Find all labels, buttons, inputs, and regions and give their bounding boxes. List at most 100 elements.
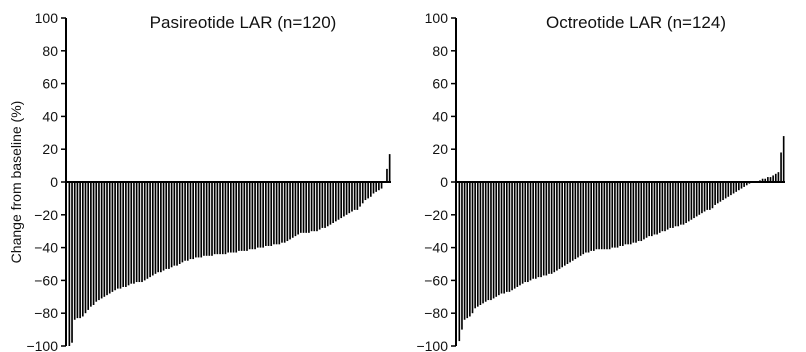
bar bbox=[216, 182, 219, 255]
bar bbox=[732, 182, 735, 194]
bar bbox=[735, 182, 738, 192]
bar bbox=[243, 182, 246, 251]
bar bbox=[550, 182, 553, 274]
bar bbox=[658, 182, 661, 233]
bar bbox=[542, 182, 545, 276]
bar bbox=[181, 182, 184, 263]
bar bbox=[294, 182, 297, 237]
bar bbox=[308, 182, 310, 233]
bar bbox=[262, 182, 264, 248]
bar bbox=[302, 182, 305, 233]
bar bbox=[540, 182, 542, 278]
bar bbox=[772, 175, 774, 182]
bar bbox=[619, 182, 621, 246]
bar bbox=[313, 182, 316, 232]
bar bbox=[606, 182, 608, 250]
bar bbox=[458, 182, 461, 342]
bar bbox=[232, 182, 235, 253]
bar bbox=[240, 182, 243, 251]
bar bbox=[490, 182, 492, 301]
bar bbox=[693, 182, 695, 219]
bar bbox=[361, 182, 364, 204]
bar bbox=[521, 182, 524, 284]
bar bbox=[259, 182, 262, 248]
bar bbox=[289, 182, 291, 240]
bar bbox=[764, 178, 767, 182]
bar bbox=[219, 182, 221, 255]
bar bbox=[495, 182, 498, 297]
bar bbox=[162, 182, 165, 271]
bar bbox=[87, 182, 90, 310]
bar bbox=[211, 182, 213, 256]
y-tick-label: 60 bbox=[42, 76, 58, 92]
bar bbox=[492, 182, 495, 299]
y-tick-label: 80 bbox=[432, 43, 448, 59]
bar bbox=[706, 182, 709, 210]
bar bbox=[345, 182, 348, 215]
bar bbox=[511, 182, 513, 291]
bar bbox=[281, 182, 283, 243]
bar bbox=[318, 182, 321, 230]
bar bbox=[774, 173, 777, 182]
bar bbox=[238, 182, 240, 251]
y-tick-label: −40 bbox=[34, 240, 58, 256]
bar bbox=[224, 182, 227, 255]
bar bbox=[356, 182, 359, 210]
bar bbox=[108, 182, 111, 294]
bar bbox=[730, 182, 732, 196]
bar bbox=[278, 182, 281, 245]
bar bbox=[611, 182, 614, 248]
bar bbox=[767, 177, 769, 182]
bar bbox=[482, 182, 484, 304]
bar bbox=[248, 182, 251, 250]
bar bbox=[386, 168, 388, 182]
bar bbox=[724, 182, 727, 199]
bar bbox=[487, 182, 490, 301]
bar bbox=[590, 182, 592, 251]
bar bbox=[189, 182, 192, 260]
bar bbox=[698, 182, 701, 215]
bar bbox=[635, 182, 637, 243]
bar bbox=[168, 182, 170, 269]
y-tick-label: −100 bbox=[416, 338, 448, 352]
bar bbox=[151, 182, 154, 276]
bar bbox=[146, 182, 149, 279]
bar bbox=[661, 182, 664, 232]
bar bbox=[566, 182, 569, 264]
bar bbox=[141, 182, 143, 283]
bar bbox=[627, 182, 629, 245]
bar bbox=[114, 182, 116, 291]
bar bbox=[364, 182, 367, 201]
bar bbox=[380, 182, 383, 189]
y-tick-label: −60 bbox=[34, 272, 58, 288]
bar bbox=[388, 154, 391, 182]
y-tick-label: 40 bbox=[42, 108, 58, 124]
bar bbox=[192, 182, 194, 260]
bar bbox=[598, 182, 600, 250]
y-ticks-octreotide: −100 −80 −60 −40 −20 0 20 40 60 80 100 bbox=[416, 10, 456, 352]
bar bbox=[769, 177, 772, 182]
bar bbox=[537, 182, 540, 278]
bar bbox=[340, 182, 343, 219]
bar bbox=[92, 182, 95, 305]
bar bbox=[173, 182, 176, 266]
bar bbox=[316, 182, 318, 232]
panel-title-pasireotide: Pasireotide LAR (n=120) bbox=[150, 13, 337, 32]
bar bbox=[629, 182, 632, 245]
bar bbox=[95, 182, 98, 302]
bar bbox=[476, 182, 479, 307]
bars-octreotide bbox=[458, 136, 785, 342]
bar bbox=[122, 182, 125, 287]
bar bbox=[321, 182, 324, 228]
bar bbox=[197, 182, 200, 258]
bar bbox=[221, 182, 224, 255]
bar bbox=[524, 182, 527, 283]
bar bbox=[545, 182, 548, 276]
bar bbox=[116, 182, 119, 289]
y-tick-label: 0 bbox=[440, 174, 448, 190]
bar bbox=[203, 182, 205, 256]
bar bbox=[656, 182, 658, 235]
bar bbox=[98, 182, 100, 301]
bar bbox=[337, 182, 340, 220]
bar bbox=[666, 182, 669, 230]
